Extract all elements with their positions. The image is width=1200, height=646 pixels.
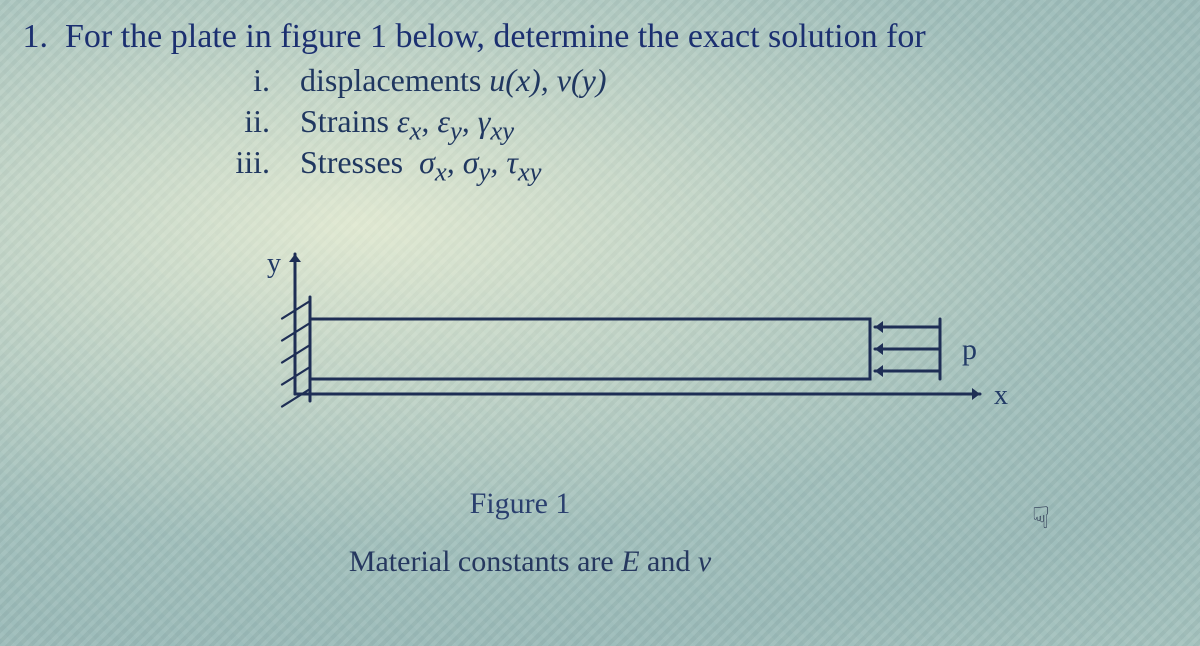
sub-item-iii: iii. Stresses σx, σy, τxy: [200, 144, 1180, 181]
sub-item-ii-math: εx, εy, γxy: [397, 103, 514, 139]
sub-item-i-text: displacements u(x), v(y): [300, 62, 1180, 99]
sub-item-ii-text: Strains εx, εy, γxy: [300, 103, 1180, 140]
sub-item-i-label: displacements: [300, 62, 481, 98]
sub-item-list: i. displacements u(x), v(y) ii. Strains …: [200, 62, 1180, 181]
question-block: 1. For the plate in figure 1 below, dete…: [0, 0, 1200, 579]
sub-item-i: i. displacements u(x), v(y): [200, 62, 1180, 99]
sub-item-iii-math: σx, σy, τxy: [411, 144, 541, 180]
material-constants-line: Material constants are E and ν: [180, 545, 880, 579]
roman-iii: iii.: [200, 144, 300, 181]
sub-item-i-math: u(x), v(y): [489, 62, 606, 98]
svg-text:x: x: [994, 380, 1008, 411]
sub-item-ii-label: Strains: [300, 103, 389, 139]
question-prompt-line: 1. For the plate in figure 1 below, dete…: [0, 18, 1180, 56]
question-number: 1.: [0, 18, 48, 56]
roman-i: i.: [200, 62, 300, 99]
sub-item-iii-text: Stresses σx, σy, τxy: [300, 144, 1180, 181]
roman-ii: ii.: [200, 103, 300, 140]
sub-item-iii-label: Stresses: [300, 144, 403, 180]
figure-svg: y xp: [200, 209, 1100, 469]
figure-caption: Figure 1: [240, 487, 800, 521]
question-prompt-text: For the plate in figure 1 below, determi…: [65, 18, 926, 55]
svg-text:y: y: [267, 248, 281, 279]
cursor-icon: ☟: [1032, 501, 1050, 536]
svg-text:p: p: [962, 333, 977, 366]
figure-1: y xp: [200, 209, 1100, 469]
sub-item-ii: ii. Strains εx, εy, γxy: [200, 103, 1180, 140]
